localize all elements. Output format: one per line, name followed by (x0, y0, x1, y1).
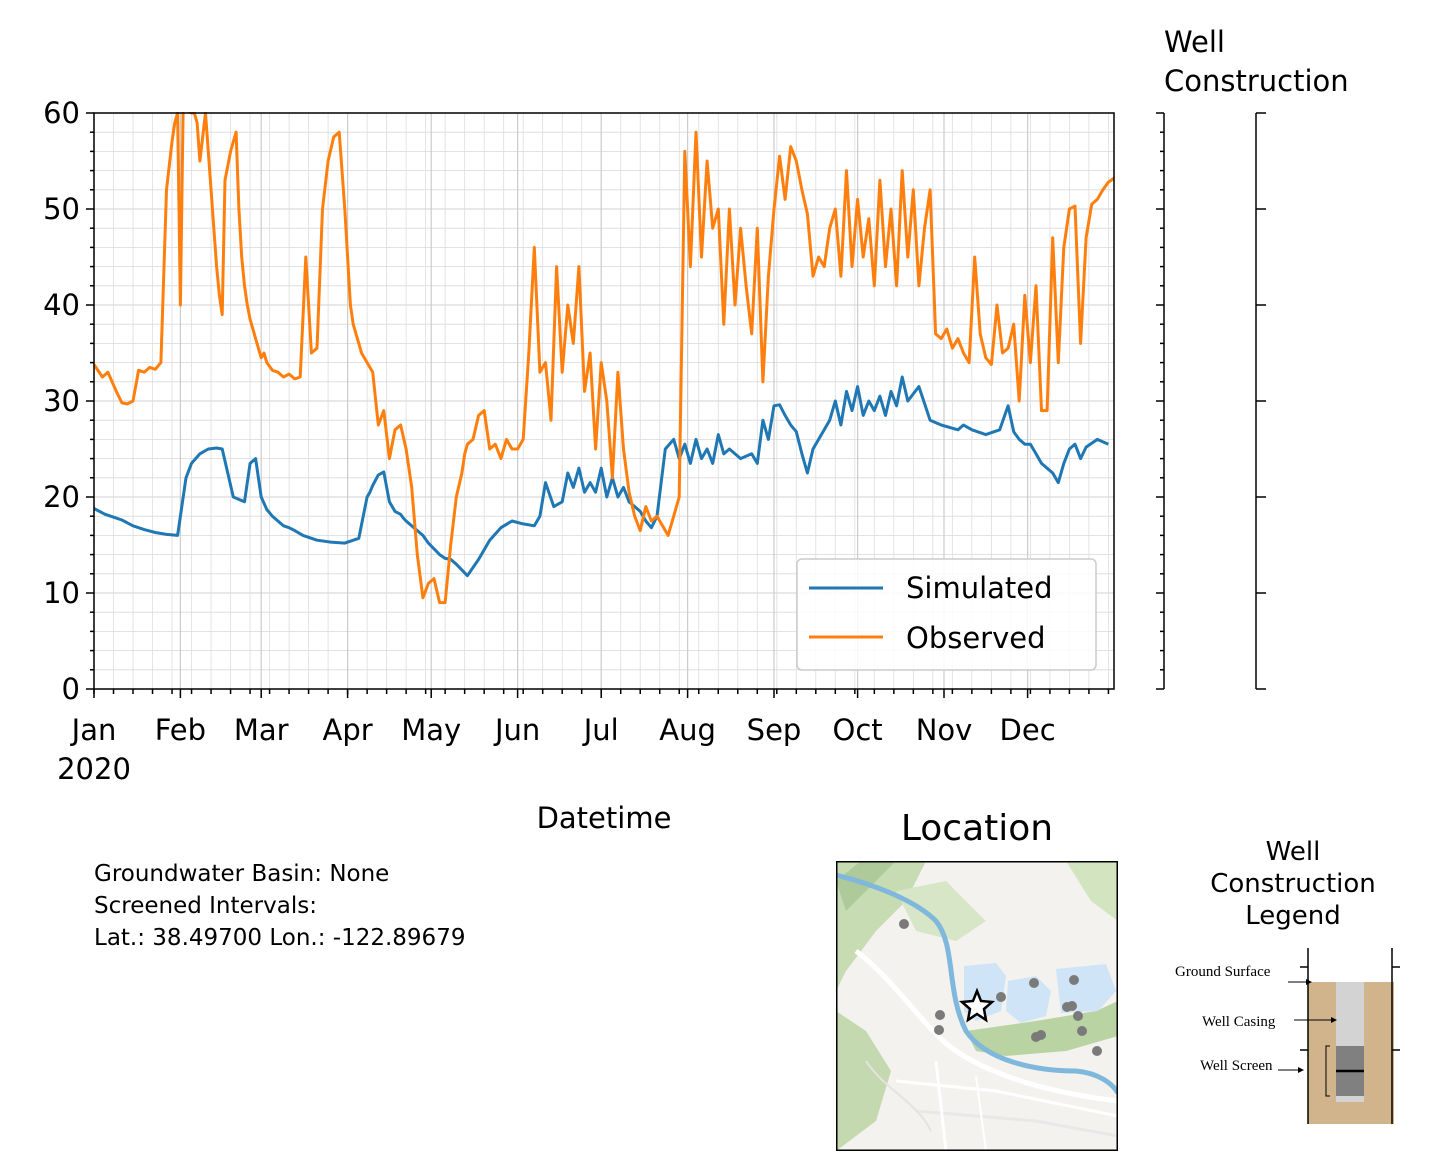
lat-lon-text: Lat.: 38.49700 Lon.: -122.89679 (94, 925, 466, 951)
well-dot (935, 1010, 945, 1020)
well-construction-title-2: Construction (1164, 64, 1349, 98)
y-tick-label: 30 (43, 384, 80, 418)
well-construction-title-1: Well (1164, 25, 1225, 59)
road (975, 1075, 987, 1151)
pond (1006, 976, 1051, 1023)
well-construction-legend-diagram: Ground Surface Well Casing Well Screen (1175, 948, 1400, 1124)
chart-labels: 0 10 20 30 40 50 60 Jan Feb Mar Apr May Jun Jul Aug Sep… (43, 96, 1056, 747)
x-tick-label: Apr (323, 713, 373, 747)
chart-ticks (86, 112, 1110, 698)
well-construction-panel: Well Construction (1156, 25, 1349, 690)
x-tick-label: Mar (234, 713, 289, 747)
well-dot (1069, 975, 1079, 985)
vegetation-area (836, 1011, 891, 1151)
series-line-simulated (94, 375, 1109, 578)
y-tick-label: 50 (43, 192, 80, 226)
well-dot (1073, 1011, 1083, 1021)
well-dot (996, 992, 1006, 1002)
chart-legend: Simulated Observed (796, 558, 1097, 671)
x-tick-label: Aug (659, 713, 716, 747)
arrow-icon (1306, 979, 1312, 985)
year-label: 2020 (57, 752, 131, 786)
x-tick-label: Feb (155, 713, 206, 747)
x-tick-label: Dec (1000, 713, 1056, 747)
vegetation-area (1066, 861, 1118, 921)
basin-text: Groundwater Basin: None (94, 861, 390, 887)
road (915, 1109, 1118, 1138)
x-tick-label: Oct (833, 713, 883, 747)
road (865, 1060, 932, 1132)
x-tick-label: Jan (70, 713, 117, 747)
x-tick-label: Nov (916, 713, 973, 747)
arrow-icon (1331, 1017, 1337, 1023)
well-dot (1036, 1030, 1046, 1040)
well-dot (1077, 1026, 1087, 1036)
y-tick-label: 20 (43, 480, 80, 514)
legend-observed-label: Observed (906, 621, 1046, 655)
well-dot (1067, 1001, 1077, 1011)
x-tick-label: Sep (747, 713, 802, 747)
well-dot (899, 919, 909, 929)
y-tick-label: 40 (43, 288, 80, 322)
y-tick-label: 60 (43, 96, 80, 130)
road (854, 949, 1118, 1104)
legend-title-line-1: Well (1265, 837, 1321, 867)
y-tick-label: 10 (43, 576, 80, 610)
well-casing-label: Well Casing (1202, 1014, 1276, 1030)
well-dot (1029, 978, 1039, 988)
ground-surface-label: Ground Surface (1175, 964, 1271, 980)
location-title: Location (900, 808, 1054, 849)
legend-panel-title: Well Construction Legend (1185, 836, 1401, 932)
screened-intervals-text: Screened Intervals: (94, 893, 317, 919)
y-tick-label: 0 (62, 672, 80, 706)
river (836, 872, 1118, 1095)
well-dot (1092, 1046, 1102, 1056)
legend-title-line-2: Construction (1210, 869, 1376, 899)
x-tick-label: Jun (493, 713, 540, 747)
well-info: Groundwater Basin: None Screened Interva… (94, 858, 465, 954)
series-line-observed (94, 112, 1114, 605)
well-dots (899, 919, 1102, 1056)
location-map (836, 861, 1118, 1151)
legend-title-line-3: Legend (1245, 901, 1341, 931)
road (934, 1060, 948, 1151)
legend-simulated-label: Simulated (906, 571, 1053, 605)
arrow-icon (1298, 1067, 1304, 1073)
x-tick-label: Jul (582, 713, 619, 747)
chart-series (94, 112, 1114, 605)
well-dot (934, 1025, 944, 1035)
road (895, 1079, 1118, 1118)
x-axis-title: Datetime (537, 801, 672, 835)
well-screen-label: Well Screen (1200, 1058, 1273, 1074)
selected-well-star-icon (958, 987, 996, 1023)
x-tick-label: May (401, 713, 461, 747)
vegetation-area (896, 881, 986, 941)
main-chart: 0 10 20 30 40 50 60 Jan Feb Mar Apr May Jun Jul Aug Sep… (43, 25, 1349, 835)
